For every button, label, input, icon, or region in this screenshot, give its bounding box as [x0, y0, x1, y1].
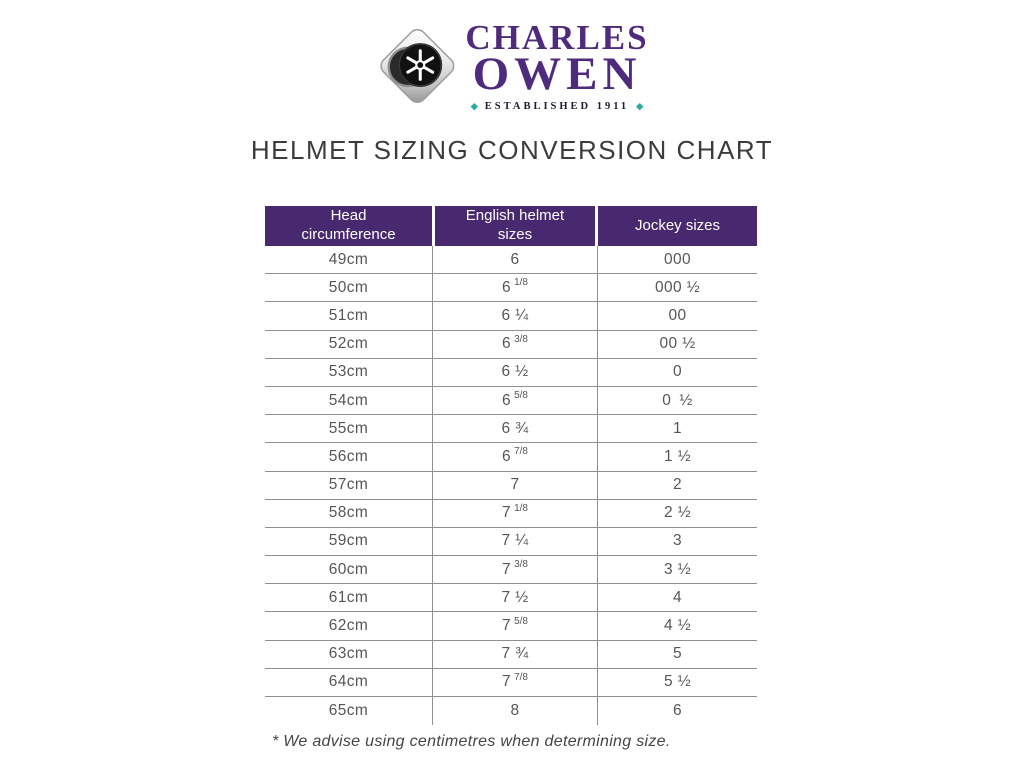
- cell-head-circumference: 61cm: [328, 588, 369, 606]
- cell-head-circumference: 53cm: [328, 363, 369, 381]
- cell-jockey-size: 2 ½: [663, 504, 692, 522]
- cell-english-helmet-size: 6 1/8: [432, 274, 598, 302]
- cell-head-circumference: 50cm: [328, 278, 369, 296]
- header-english-helmet-sizes: English helmet sizes: [432, 206, 598, 246]
- table-row: 63cm 7 ¾ 5: [265, 640, 757, 669]
- fraction-superscript: 5/8: [514, 615, 528, 627]
- table-row: 56cm 6 7/8 1 ½: [265, 443, 757, 472]
- cell-jockey-size: 1 ½: [663, 447, 692, 465]
- sizing-conversion-table: Head circumference English helmet sizes …: [265, 206, 757, 726]
- cell-jockey-size: 6: [672, 702, 683, 720]
- cell-head-circumference: 55cm: [328, 419, 369, 437]
- logo-wordmark: CHARLES OWEN ◆ ESTABLISHED 1911 ◆: [465, 20, 648, 112]
- diamond-bullet-right-icon: ◆: [636, 100, 644, 111]
- table-row: 54cm 6 5/8 0 ½: [265, 386, 757, 416]
- cell-english-helmet-size: 7 3/8: [432, 556, 598, 584]
- cell-head-circumference: 58cm: [328, 504, 369, 522]
- table-header-row: Head circumference English helmet sizes …: [265, 206, 757, 246]
- table-row: 52cm 6 3/8 00 ½: [265, 330, 757, 359]
- cell-head-circumference: 56cm: [328, 447, 369, 465]
- brand-name-line1: CHARLES: [465, 18, 649, 58]
- cell-jockey-size: 0: [672, 363, 683, 381]
- established-tagline: ◆ ESTABLISHED 1911 ◆: [471, 101, 643, 112]
- cell-jockey-size: 4 ½: [663, 617, 692, 635]
- charles-owen-logo: CHARLES OWEN ◆ ESTABLISHED 1911 ◆: [375, 20, 648, 112]
- cell-jockey-size: 3: [672, 532, 683, 550]
- cell-head-circumference: 52cm: [328, 335, 369, 353]
- cell-jockey-size: 4: [672, 588, 683, 606]
- cell-english-helmet-size: 8: [432, 697, 598, 726]
- cell-jockey-size: 5 ½: [663, 673, 692, 691]
- table-row: 49cm 6 000: [265, 246, 757, 275]
- page-title: HELMET SIZING CONVERSION CHART: [250, 135, 774, 165]
- cell-head-circumference: 49cm: [328, 250, 369, 268]
- table-row: 61cm 7 ½ 4: [265, 584, 757, 613]
- cell-english-helmet-size: 7 ¼: [432, 527, 598, 556]
- brand-name-line2: OWEN: [472, 48, 642, 101]
- cell-jockey-size: 000 ½: [654, 278, 701, 296]
- established-text: ESTABLISHED 1911: [484, 100, 630, 112]
- cell-english-helmet-size: 6 ½: [432, 358, 598, 386]
- cell-english-helmet-size: 7: [432, 471, 598, 499]
- table-row: 64cm 7 7/8 5 ½: [265, 668, 757, 697]
- table-row: 55cm 6 ¾ 1: [265, 415, 757, 444]
- table-row: 60cm 7 3/8 3 ½: [265, 556, 757, 585]
- fraction-superscript: 5/8: [514, 390, 528, 402]
- cell-english-helmet-size: 6 ¼: [432, 302, 598, 330]
- cell-english-helmet-size: 7 7/8: [432, 668, 598, 696]
- table-row: 59cm 7 ¼ 3: [265, 527, 757, 557]
- cell-head-circumference: 54cm: [328, 391, 369, 409]
- fraction-superscript: 1/8: [514, 277, 528, 289]
- footnote: * We advise using centimetres when deter…: [272, 733, 671, 750]
- cell-jockey-size: 000: [663, 250, 692, 268]
- cell-english-helmet-size: 7 ½: [432, 584, 598, 612]
- table-row: 58cm 7 1/8 2 ½: [265, 499, 757, 528]
- table-row: 57cm 7 2: [265, 471, 757, 500]
- cell-jockey-size: 0 ½: [662, 391, 693, 409]
- cell-jockey-size: 5: [672, 645, 683, 663]
- cell-jockey-size: 2: [672, 476, 683, 494]
- table-row: 65cm 8 6: [265, 697, 757, 726]
- cell-jockey-size: 00: [668, 306, 687, 324]
- fraction-superscript: 3/8: [514, 559, 528, 571]
- cell-english-helmet-size: 6 3/8: [432, 330, 598, 358]
- fraction-superscript: 7/8: [514, 671, 528, 683]
- cell-english-helmet-size: 6 ¾: [432, 415, 598, 443]
- charles-owen-diamond-helmet-icon: [380, 29, 455, 103]
- cell-head-circumference: 57cm: [328, 476, 369, 494]
- cell-english-helmet-size: 6 7/8: [432, 443, 598, 471]
- cell-english-helmet-size: 7 5/8: [432, 612, 598, 640]
- cell-english-helmet-size: 7 ¾: [432, 640, 598, 668]
- fraction-superscript: 7/8: [514, 446, 528, 458]
- table-row: 50cm 6 1/8 000 ½: [265, 274, 757, 303]
- fraction-superscript: 3/8: [514, 333, 528, 345]
- cell-english-helmet-size: 7 1/8: [432, 499, 598, 527]
- header-head-circumference: Head circumference: [265, 206, 432, 246]
- cell-head-circumference: 63cm: [328, 645, 369, 663]
- cell-head-circumference: 59cm: [328, 532, 369, 550]
- cell-head-circumference: 51cm: [328, 306, 369, 324]
- cell-jockey-size: 00 ½: [659, 335, 696, 353]
- cell-head-circumference: 64cm: [328, 673, 369, 691]
- cell-english-helmet-size: 6 5/8: [432, 386, 598, 415]
- table-row: 53cm 6 ½ 0: [265, 358, 757, 387]
- table-row: 62cm 7 5/8 4 ½: [265, 612, 757, 641]
- header-jockey-sizes: Jockey sizes: [598, 206, 757, 246]
- diamond-bullet-left-icon: ◆: [470, 100, 478, 111]
- sizing-table-body: 49cm 6 000 50cm 6 1/8 000 ½ 51cm 6 ¼ 00 52cm 6 3/8 00…: [265, 246, 757, 726]
- cell-jockey-size: 1: [672, 419, 683, 437]
- cell-head-circumference: 62cm: [328, 617, 369, 635]
- cell-head-circumference: 65cm: [328, 702, 369, 720]
- cell-head-circumference: 60cm: [328, 560, 369, 578]
- cell-jockey-size: 3 ½: [663, 560, 692, 578]
- table-row: 51cm 6 ¼ 00: [265, 302, 757, 331]
- fraction-superscript: 1/8: [514, 502, 528, 514]
- cell-english-helmet-size: 6: [432, 246, 598, 274]
